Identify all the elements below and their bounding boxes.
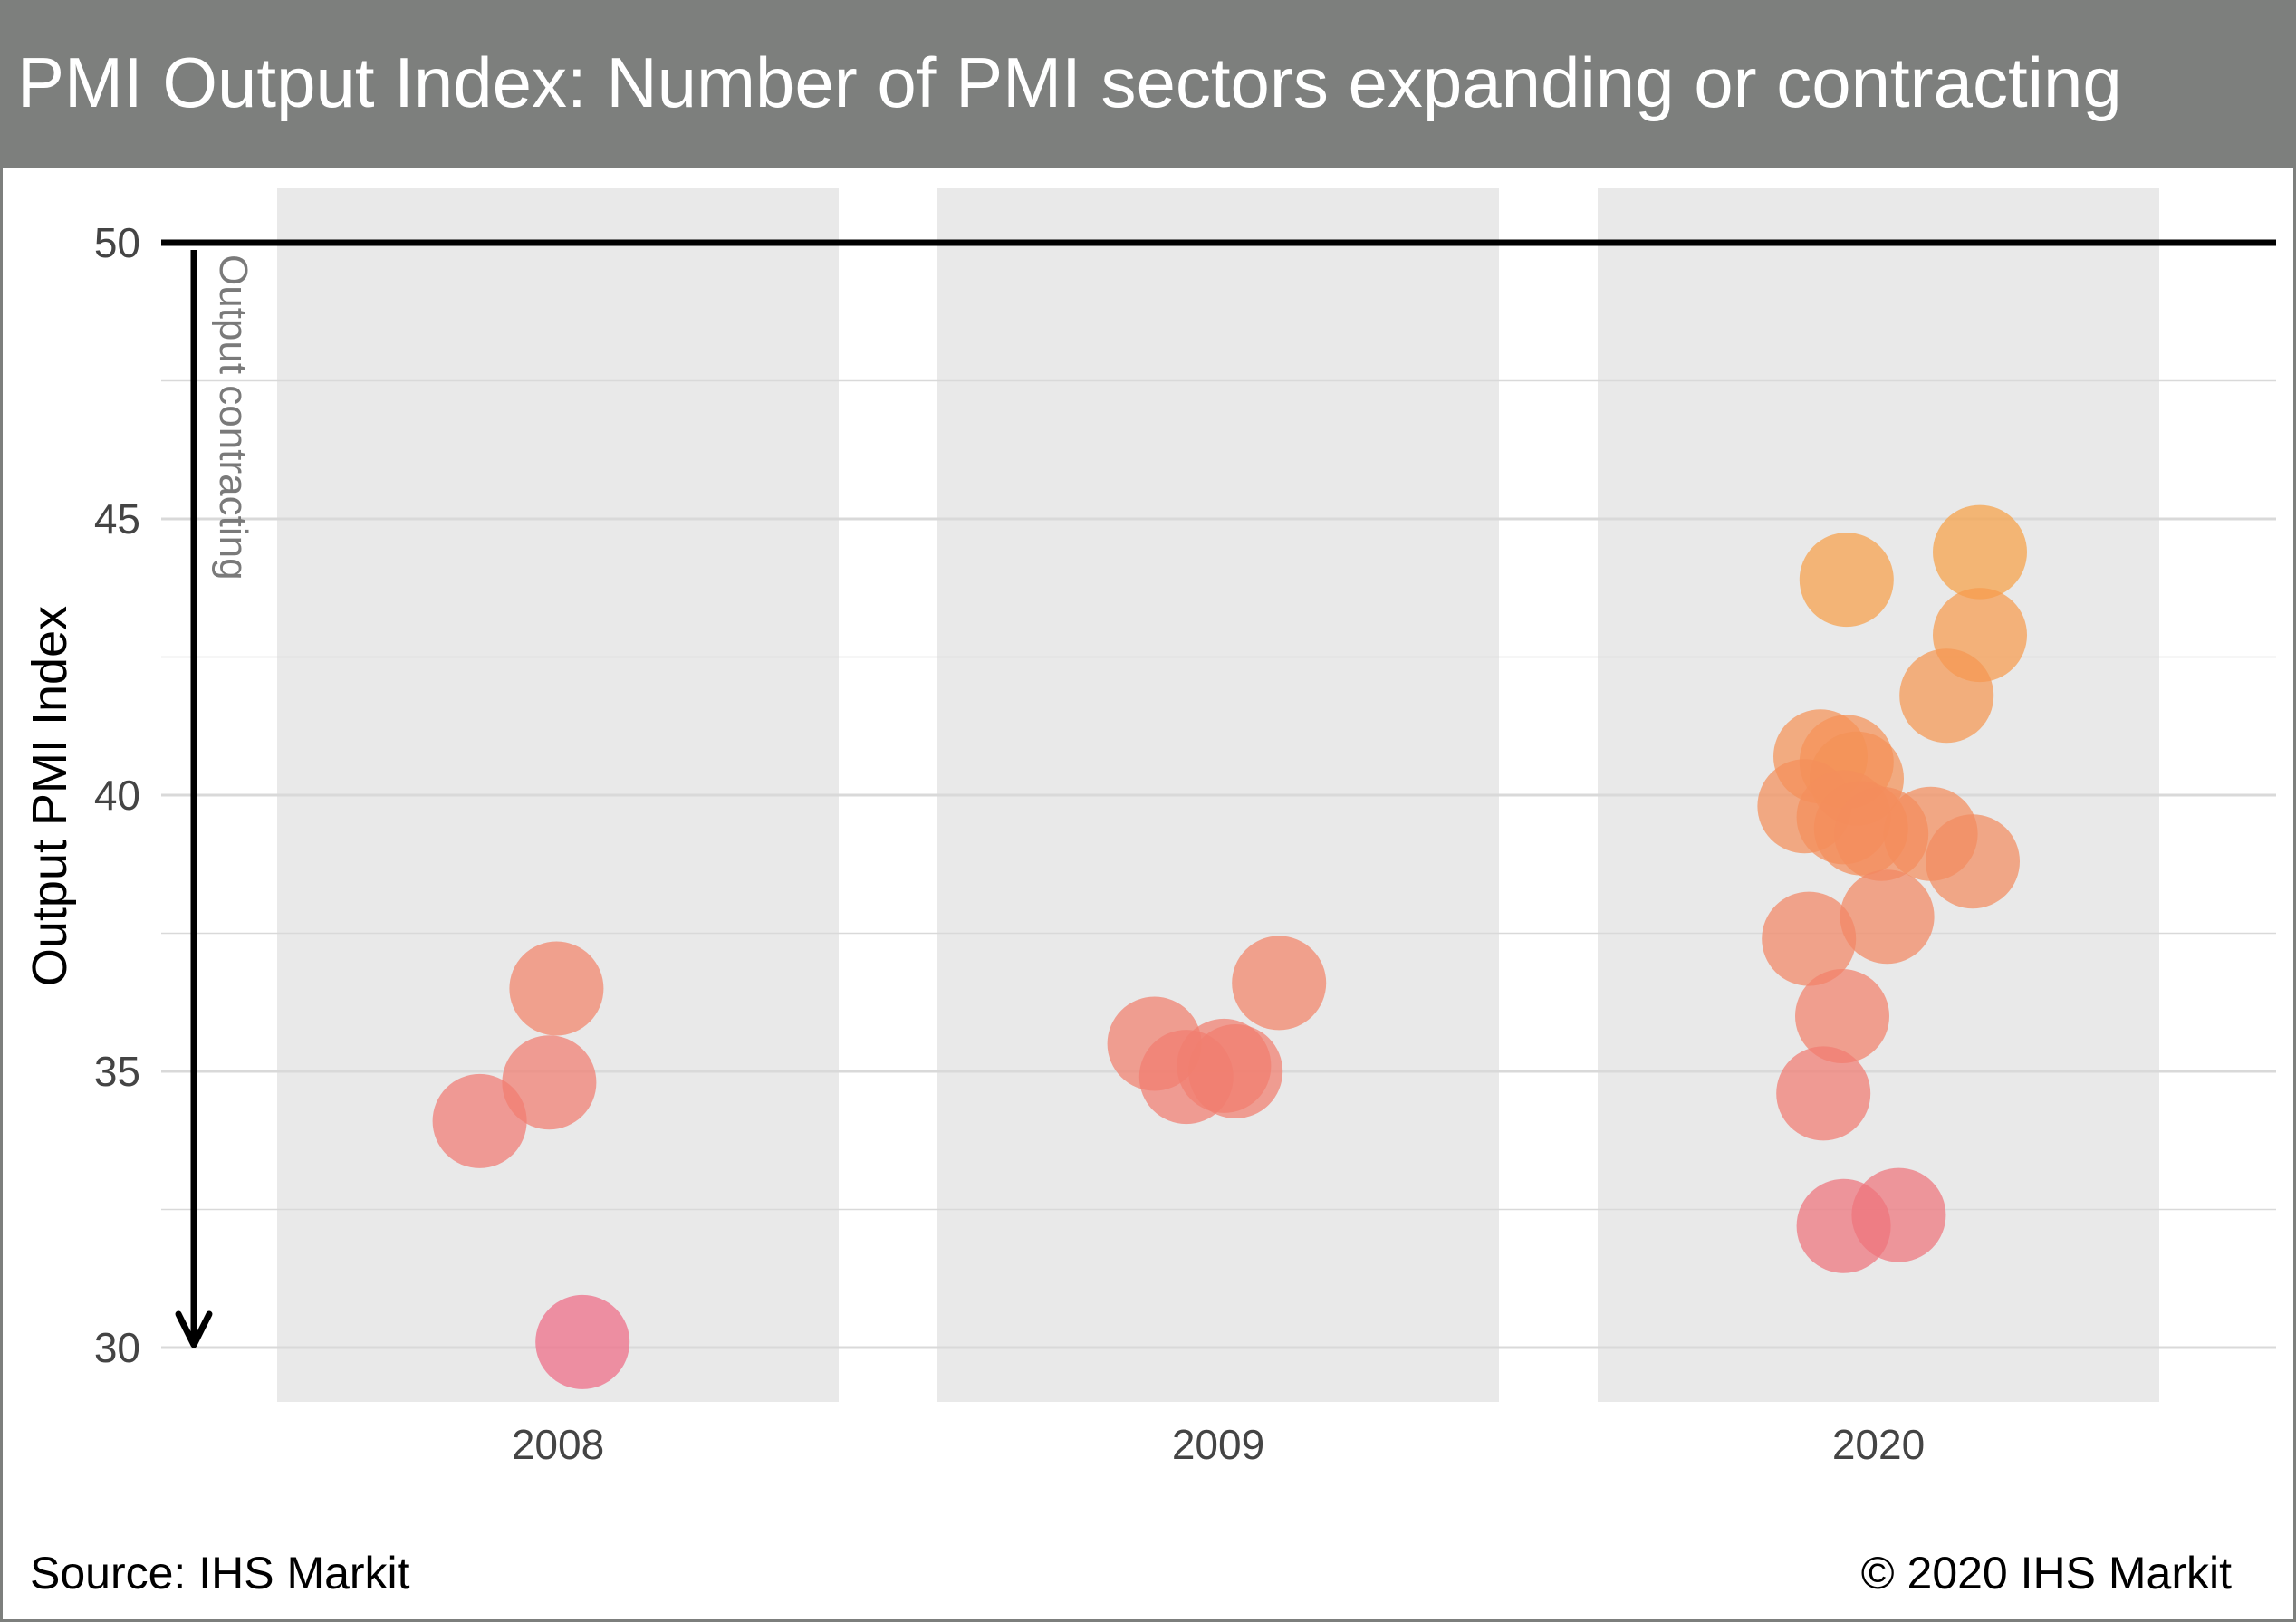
title-bar: PMI Output Index: Number of PMI sectors … — [3, 3, 2296, 168]
data-point-2008 — [502, 1035, 597, 1130]
chart-title: PMI Output Index: Number of PMI sectors … — [17, 43, 2122, 122]
y-tick-label: 50 — [94, 219, 140, 266]
y-axis-title: Output PMI Index — [23, 606, 77, 986]
y-tick-label: 35 — [94, 1048, 140, 1095]
copyright-note: © 2020 IHS Markit — [1860, 1548, 2232, 1598]
data-point-2020 — [1762, 891, 1857, 986]
data-point-2009 — [1188, 1024, 1283, 1118]
data-point-2008 — [535, 1294, 630, 1389]
data-point-2020 — [1851, 1167, 1946, 1262]
data-point-2020 — [1926, 814, 2020, 909]
y-tick-label: 45 — [94, 495, 140, 542]
data-point-2020 — [1840, 869, 1935, 965]
scatter-chart: 30 35 40 45 50 Output PMI Index 2008 2009 2020 Ou… — [23, 188, 2276, 1468]
data-point-2008 — [509, 941, 604, 1036]
data-point-2020 — [1834, 786, 1929, 881]
data-point-2020 — [1799, 533, 1894, 628]
source-note: Source: IHS Markit — [30, 1548, 410, 1598]
data-point-2008 — [432, 1073, 527, 1168]
contracting-arrow-head — [175, 1310, 213, 1348]
data-point-2020 — [1776, 1046, 1871, 1141]
x-tick-label-2008: 2008 — [512, 1421, 604, 1468]
output-contracting-label: Output contracting — [211, 254, 255, 581]
y-tick-label: 30 — [94, 1324, 140, 1371]
data-point-2020 — [1795, 969, 1889, 1063]
data-point-2020 — [1899, 648, 1994, 744]
data-point-2009 — [1232, 936, 1327, 1031]
x-tick-label-2020: 2020 — [1832, 1421, 1925, 1468]
data-point-2020 — [1933, 504, 2027, 600]
y-tick-label: 40 — [94, 772, 140, 819]
x-tick-label-2009: 2009 — [1172, 1421, 1264, 1468]
